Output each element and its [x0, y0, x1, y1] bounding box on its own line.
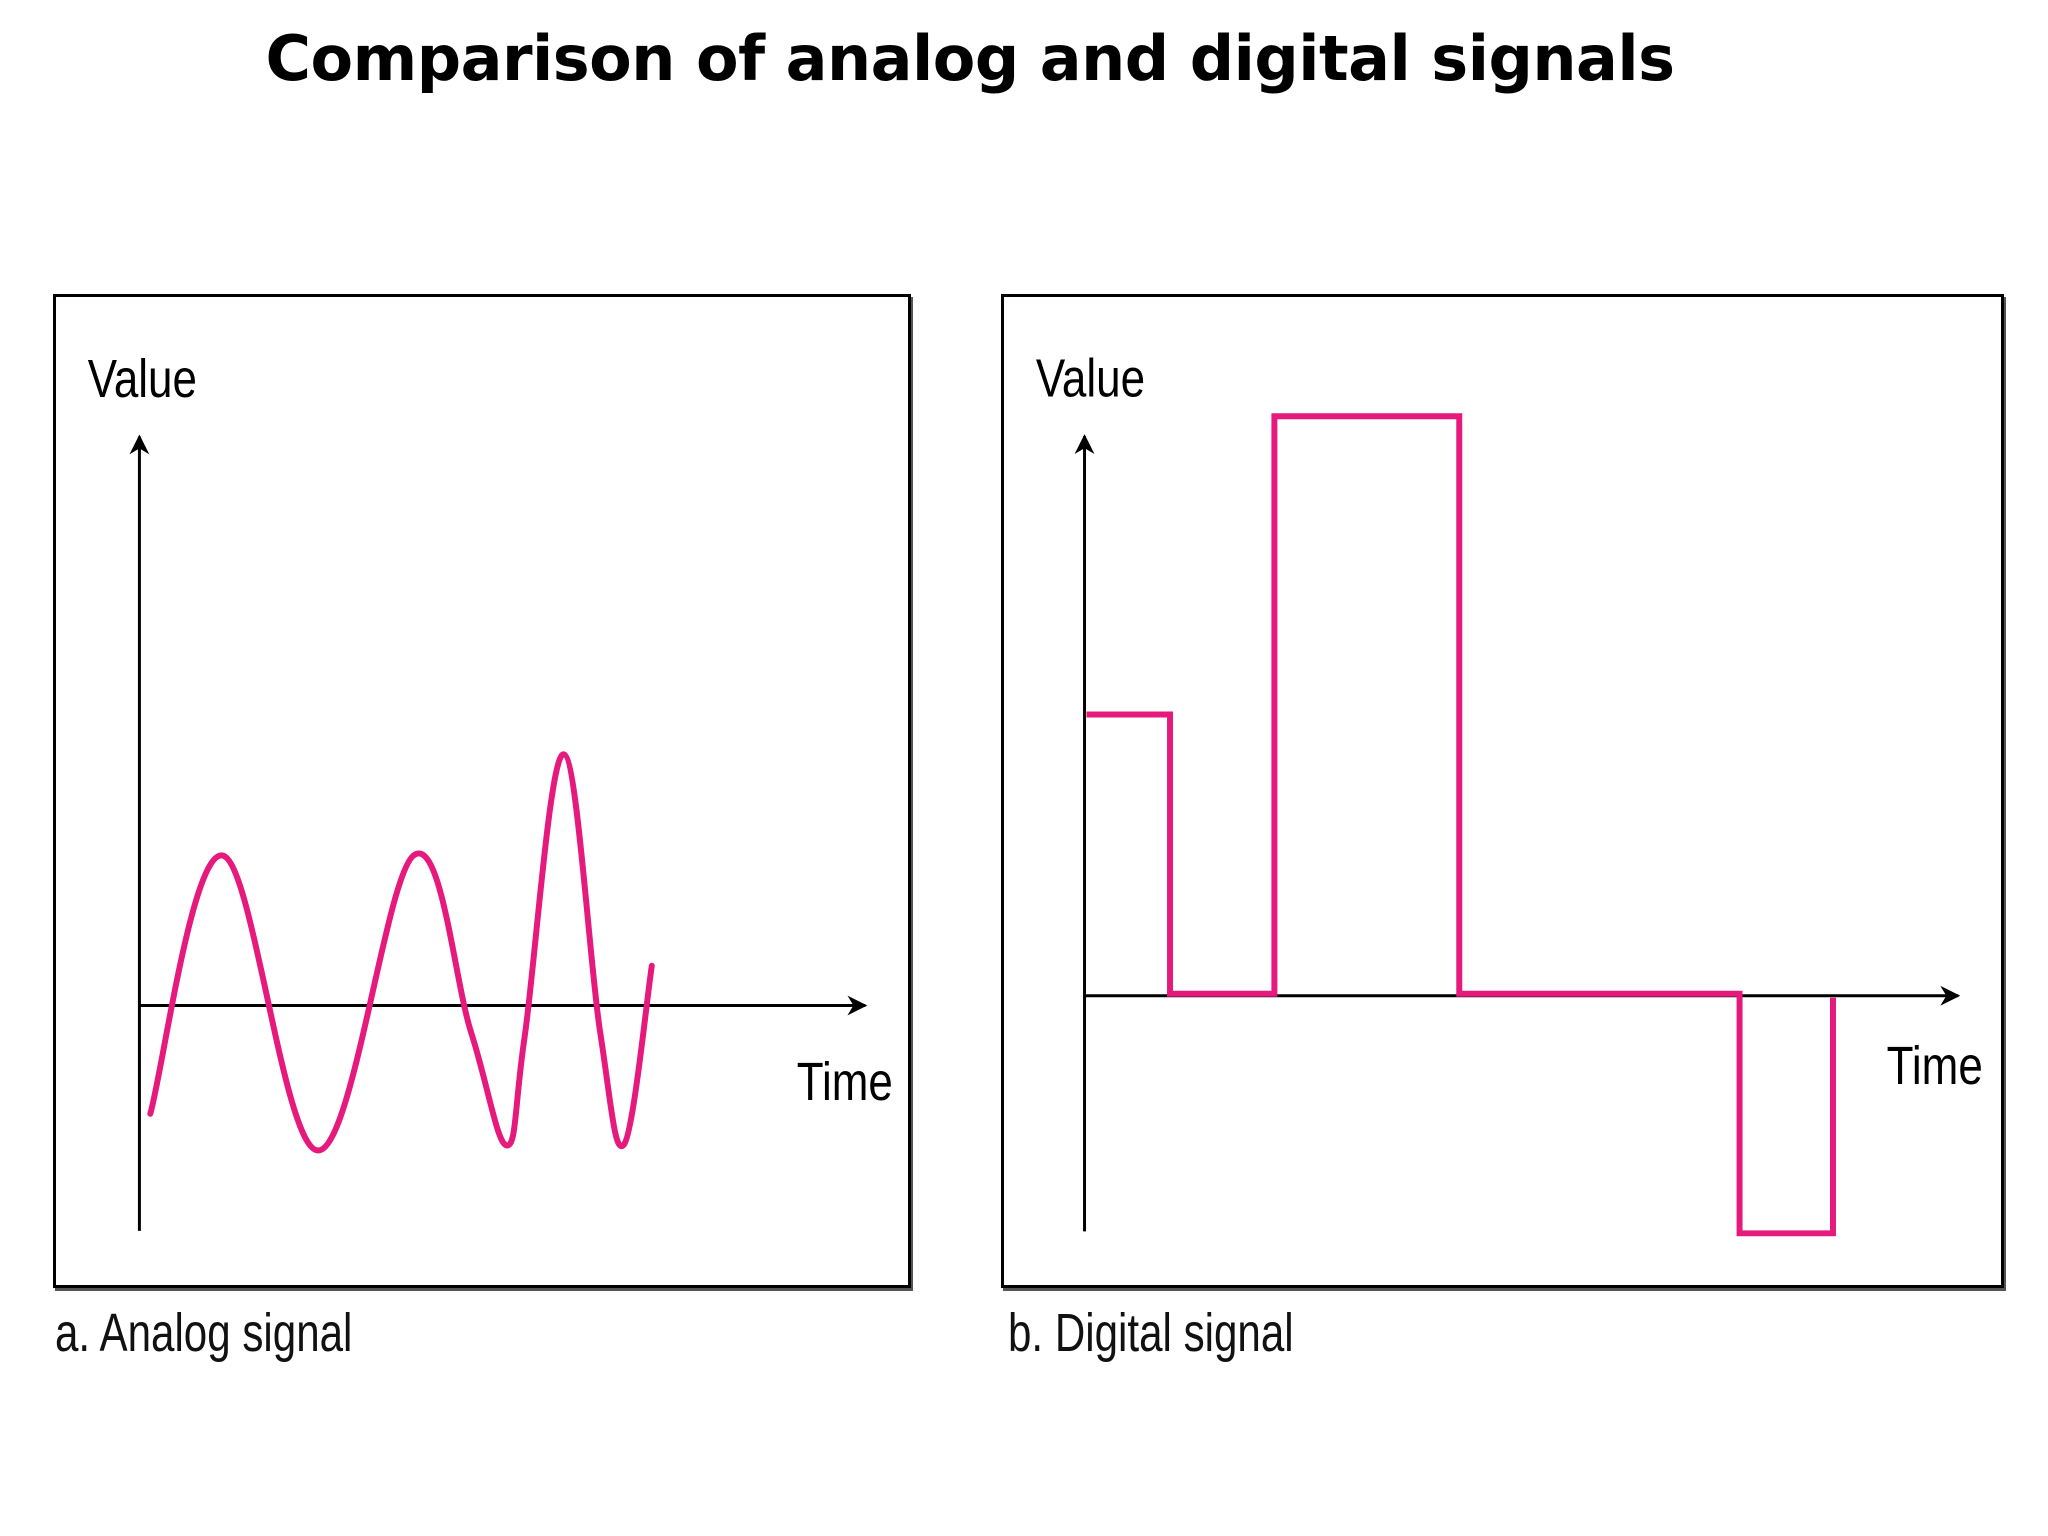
analog-y-axis-label: Value: [88, 350, 197, 409]
digital-x-axis-label: Time: [1887, 1037, 1983, 1096]
slide-title: Comparison of analog and digital signals: [265, 22, 1675, 95]
analog-x-axis-label: Time: [797, 1053, 893, 1112]
analog-signal-diagram: Value Time: [88, 350, 893, 1231]
analog-signal-curve: [147, 751, 655, 1154]
digital-signal-panel: Value Time: [1001, 294, 2004, 1288]
digital-y-axis-label: Value: [1036, 349, 1145, 408]
analog-signal-caption: a. Analog signal: [55, 1303, 353, 1363]
digital-signal-waveform: [1086, 413, 1836, 1237]
digital-signal-diagram: Value Time: [1036, 349, 1983, 1237]
digital-signal-caption: b. Digital signal: [1008, 1303, 1294, 1363]
analog-signal-panel: Value Time: [53, 294, 911, 1288]
